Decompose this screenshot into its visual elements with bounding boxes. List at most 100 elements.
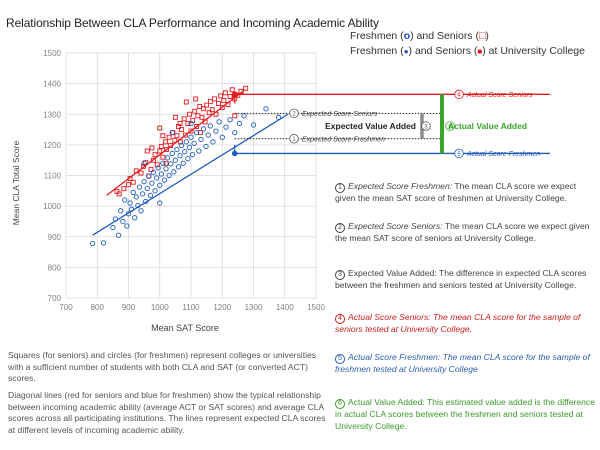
footnote-squares-circles: Squares (for seniors) and circles (for f… [8, 350, 317, 383]
freshman-point [189, 152, 196, 158]
senior-point [222, 90, 228, 96]
senior-point [157, 125, 163, 131]
senior-point [185, 120, 191, 126]
senior-point [221, 98, 227, 103]
senior-point [211, 96, 217, 102]
x-tick-label: 700 [59, 303, 73, 312]
freshman-point [147, 192, 154, 199]
y-tick-label: 1100 [44, 172, 62, 181]
senior-point [186, 111, 192, 117]
freshman-point [205, 132, 211, 138]
freshman-point [130, 189, 136, 195]
freshman-point [110, 224, 116, 231]
senior-point [188, 128, 194, 134]
filled-circle-icon: ● [403, 47, 409, 56]
y-tick-label: 1400 [43, 80, 61, 89]
y-tick-label: 1500 [43, 49, 61, 58]
legend-text-seniors: ) and Seniors ( [410, 30, 479, 42]
senior-point [183, 99, 189, 105]
senior-point [227, 94, 233, 99]
senior-point [204, 102, 210, 108]
annotation-text: Expected Value Added: The difference in … [335, 268, 587, 290]
freshman-point [178, 142, 185, 149]
freshman-point [213, 128, 219, 134]
freshman-point [166, 172, 172, 179]
freshman-point [133, 194, 139, 200]
expected-freshman-label: Expected Score Freshmen [302, 136, 385, 143]
freshman-point [144, 185, 150, 192]
senior-point [157, 148, 163, 154]
x-tick-label: 1000 [151, 303, 169, 312]
senior-point [144, 148, 150, 154]
annotation-text: The mean CLA score we expect given the m… [335, 221, 590, 243]
freshman-point [127, 200, 133, 206]
actual-value-added-label: Actual Value Added [448, 121, 527, 131]
freshman-point [161, 177, 168, 183]
senior-point [181, 116, 187, 122]
x-tick-label: 1200 [213, 303, 231, 312]
freshman-point [168, 161, 174, 167]
freshmen-regression-line [92, 113, 289, 236]
freshman-point [118, 208, 124, 214]
senior-point [154, 162, 160, 168]
y-tick-label: 1300 [43, 110, 61, 119]
legend-text-freshmen: Freshmen ( [350, 30, 404, 42]
freshman-point [180, 160, 186, 166]
freshman-point [210, 139, 216, 145]
freshman-point [120, 218, 126, 225]
senior-point [148, 166, 154, 172]
freshman-point [227, 117, 233, 123]
freshman-point [150, 169, 157, 176]
chart-points [89, 85, 282, 247]
legend-text-end: ) [485, 30, 489, 42]
y-tick-label: 1000 [43, 202, 61, 211]
chart-regression-lines [92, 89, 289, 236]
freshman-point [157, 182, 163, 188]
freshman-point [219, 134, 225, 140]
circle-icon: o [403, 30, 411, 42]
legend-uc-text-freshmen: Freshmen ( [350, 45, 404, 57]
freshman-point [169, 150, 175, 157]
senior-point [130, 179, 136, 185]
x-tick-label: 1300 [245, 303, 263, 312]
freshman-point [188, 120, 194, 127]
y-tick-label: 800 [48, 263, 62, 272]
actual-senior-label: Actual Score Seniors [466, 92, 533, 99]
expected-senior-label: Expected Score Seniors [302, 111, 378, 118]
x-tick-label: 800 [91, 303, 105, 312]
freshman-point [153, 175, 160, 181]
senior-point [209, 107, 215, 113]
x-tick-label: 1500 [307, 303, 325, 312]
page-title: Relationship Between CLA Performance and… [6, 16, 379, 30]
freshman-point [171, 169, 177, 175]
freshman-point [149, 180, 155, 186]
freshman-point [188, 134, 194, 140]
freshman-point [136, 184, 143, 190]
senior-point [218, 93, 224, 99]
actual-freshman-label: Actual Score Freshmen [466, 151, 540, 158]
freshman-point [216, 119, 222, 125]
annotation-6: 6 Actual Value Added: This estimated valu… [335, 397, 597, 432]
callout-number-icon [289, 108, 299, 119]
senior-point [243, 85, 249, 91]
seniors-regression-line [106, 89, 245, 196]
callout-number: 5 [457, 152, 461, 158]
senior-point [229, 87, 235, 93]
y-axis-label: Mean CLA Total Score [11, 141, 21, 226]
freshman-point [158, 171, 164, 177]
senior-point [158, 143, 164, 149]
annotation-2: 2 Expected Score Seniors: The mean CLA sc… [335, 221, 597, 245]
freshman-point [115, 232, 122, 238]
freshman-point [177, 152, 183, 159]
x-tick-label: 1100 [182, 303, 200, 312]
freshman-point [232, 129, 238, 136]
freshman-point [132, 215, 138, 221]
callout-number: 1 [292, 137, 296, 143]
freshman-point [250, 122, 257, 128]
freshman-point [193, 129, 200, 136]
senior-point [160, 133, 166, 139]
annotation-text: Actual Score Freshmen: The mean CLA scor… [335, 352, 590, 374]
annotation-1: 1 Expected Score Freshmen: The mean CLA s… [335, 181, 597, 205]
senior-point [164, 147, 170, 152]
